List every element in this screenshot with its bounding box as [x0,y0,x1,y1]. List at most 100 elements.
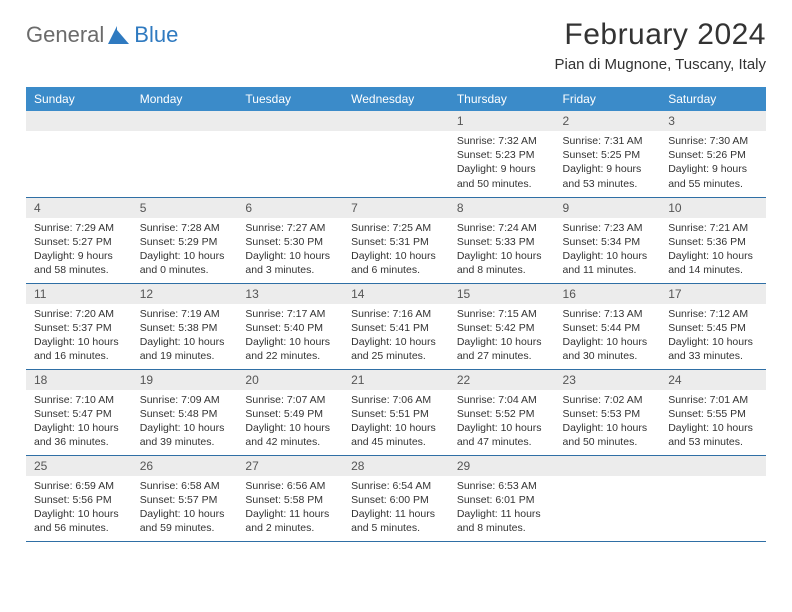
day-number: 26 [132,456,238,476]
sunset-text: Sunset: 5:57 PM [140,493,230,507]
daylight-text-2: and 19 minutes. [140,349,230,363]
sunset-text: Sunset: 5:47 PM [34,407,124,421]
daylight-text-2: and 16 minutes. [34,349,124,363]
calendar-cell: 4Sunrise: 7:29 AMSunset: 5:27 PMDaylight… [26,197,132,283]
sunset-text: Sunset: 5:36 PM [668,235,758,249]
calendar-cell [237,111,343,197]
sunrise-text: Sunrise: 7:28 AM [140,221,230,235]
daylight-text-1: Daylight: 10 hours [668,335,758,349]
sunset-text: Sunset: 5:51 PM [351,407,441,421]
sunset-text: Sunset: 5:52 PM [457,407,547,421]
sunset-text: Sunset: 5:44 PM [563,321,653,335]
day-details: Sunrise: 7:09 AMSunset: 5:48 PMDaylight:… [132,390,238,455]
calendar-cell: 26Sunrise: 6:58 AMSunset: 5:57 PMDayligh… [132,455,238,541]
daylight-text-1: Daylight: 10 hours [563,249,653,263]
day-number: 21 [343,370,449,390]
sunset-text: Sunset: 5:49 PM [245,407,335,421]
weekday-header-row: Sunday Monday Tuesday Wednesday Thursday… [26,87,766,111]
sunrise-text: Sunrise: 7:24 AM [457,221,547,235]
weekday-header: Monday [132,87,238,111]
daylight-text-2: and 3 minutes. [245,263,335,277]
sunset-text: Sunset: 5:56 PM [34,493,124,507]
sunset-text: Sunset: 5:40 PM [245,321,335,335]
day-details [343,131,449,139]
day-details: Sunrise: 7:16 AMSunset: 5:41 PMDaylight:… [343,304,449,369]
daylight-text-2: and 53 minutes. [563,177,653,191]
sunrise-text: Sunrise: 7:31 AM [563,134,653,148]
day-number: 8 [449,198,555,218]
day-number: 19 [132,370,238,390]
calendar-cell: 6Sunrise: 7:27 AMSunset: 5:30 PMDaylight… [237,197,343,283]
brand-word2: Blue [134,22,178,48]
title-block: February 2024 Pian di Mugnone, Tuscany, … [554,18,766,73]
day-details: Sunrise: 7:19 AMSunset: 5:38 PMDaylight:… [132,304,238,369]
day-details: Sunrise: 7:31 AMSunset: 5:25 PMDaylight:… [555,131,661,196]
daylight-text-1: Daylight: 9 hours [563,162,653,176]
daylight-text-1: Daylight: 9 hours [668,162,758,176]
day-number [26,111,132,131]
day-number: 25 [26,456,132,476]
calendar-week-row: 4Sunrise: 7:29 AMSunset: 5:27 PMDaylight… [26,197,766,283]
calendar-cell: 22Sunrise: 7:04 AMSunset: 5:52 PMDayligh… [449,369,555,455]
daylight-text-2: and 27 minutes. [457,349,547,363]
calendar-cell [132,111,238,197]
brand-word1: General [26,22,104,48]
daylight-text-1: Daylight: 10 hours [351,421,441,435]
daylight-text-1: Daylight: 10 hours [140,335,230,349]
daylight-text-2: and 55 minutes. [668,177,758,191]
day-details [132,131,238,139]
day-number [660,456,766,476]
sunrise-text: Sunrise: 7:21 AM [668,221,758,235]
day-number: 16 [555,284,661,304]
daylight-text-1: Daylight: 10 hours [457,335,547,349]
day-number [237,111,343,131]
daylight-text-1: Daylight: 10 hours [457,421,547,435]
calendar-cell: 27Sunrise: 6:56 AMSunset: 5:58 PMDayligh… [237,455,343,541]
day-details [237,131,343,139]
day-number: 9 [555,198,661,218]
sunrise-text: Sunrise: 6:59 AM [34,479,124,493]
day-number: 5 [132,198,238,218]
day-details: Sunrise: 6:53 AMSunset: 6:01 PMDaylight:… [449,476,555,541]
daylight-text-1: Daylight: 10 hours [34,335,124,349]
daylight-text-1: Daylight: 10 hours [245,249,335,263]
day-details: Sunrise: 7:20 AMSunset: 5:37 PMDaylight:… [26,304,132,369]
day-details: Sunrise: 7:32 AMSunset: 5:23 PMDaylight:… [449,131,555,196]
day-details: Sunrise: 7:12 AMSunset: 5:45 PMDaylight:… [660,304,766,369]
sunrise-text: Sunrise: 7:13 AM [563,307,653,321]
day-number [343,111,449,131]
sunset-text: Sunset: 5:26 PM [668,148,758,162]
daylight-text-2: and 11 minutes. [563,263,653,277]
calendar-cell: 5Sunrise: 7:28 AMSunset: 5:29 PMDaylight… [132,197,238,283]
sunrise-text: Sunrise: 7:19 AM [140,307,230,321]
day-number: 10 [660,198,766,218]
calendar-cell: 17Sunrise: 7:12 AMSunset: 5:45 PMDayligh… [660,283,766,369]
sunrise-text: Sunrise: 7:29 AM [34,221,124,235]
daylight-text-1: Daylight: 10 hours [140,421,230,435]
daylight-text-2: and 50 minutes. [563,435,653,449]
calendar-cell: 25Sunrise: 6:59 AMSunset: 5:56 PMDayligh… [26,455,132,541]
day-details: Sunrise: 6:54 AMSunset: 6:00 PMDaylight:… [343,476,449,541]
day-number: 24 [660,370,766,390]
calendar-cell: 21Sunrise: 7:06 AMSunset: 5:51 PMDayligh… [343,369,449,455]
day-number: 4 [26,198,132,218]
daylight-text-2: and 2 minutes. [245,521,335,535]
calendar-cell: 15Sunrise: 7:15 AMSunset: 5:42 PMDayligh… [449,283,555,369]
sunrise-text: Sunrise: 7:04 AM [457,393,547,407]
day-number: 29 [449,456,555,476]
daylight-text-2: and 36 minutes. [34,435,124,449]
day-number: 18 [26,370,132,390]
sunrise-text: Sunrise: 7:16 AM [351,307,441,321]
day-details [660,476,766,484]
calendar-cell: 7Sunrise: 7:25 AMSunset: 5:31 PMDaylight… [343,197,449,283]
daylight-text-2: and 53 minutes. [668,435,758,449]
calendar-cell: 9Sunrise: 7:23 AMSunset: 5:34 PMDaylight… [555,197,661,283]
calendar-cell: 10Sunrise: 7:21 AMSunset: 5:36 PMDayligh… [660,197,766,283]
sunrise-text: Sunrise: 7:17 AM [245,307,335,321]
daylight-text-2: and 25 minutes. [351,349,441,363]
daylight-text-1: Daylight: 10 hours [140,507,230,521]
daylight-text-1: Daylight: 10 hours [140,249,230,263]
sunrise-text: Sunrise: 7:30 AM [668,134,758,148]
day-number: 17 [660,284,766,304]
brand-logo: General Blue [26,22,178,48]
